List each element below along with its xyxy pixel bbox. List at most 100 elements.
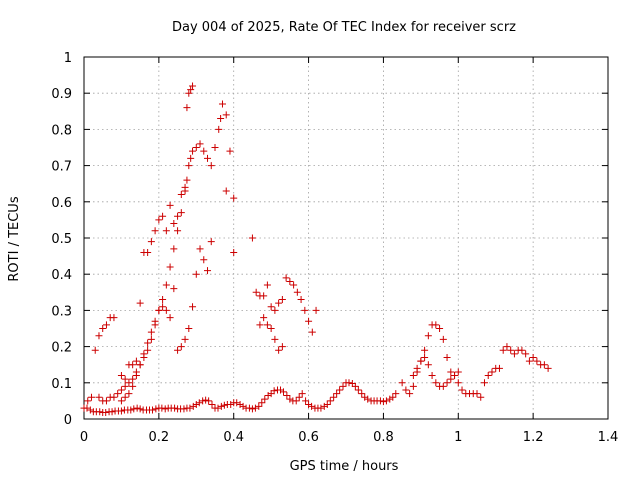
data-point <box>447 368 455 376</box>
data-point <box>95 393 103 401</box>
data-point <box>183 176 191 184</box>
data-point <box>305 401 313 409</box>
data-point <box>298 390 306 398</box>
data-point <box>392 390 400 398</box>
data-point <box>283 391 291 399</box>
data-point <box>189 303 197 311</box>
data-point <box>473 390 481 398</box>
data-point <box>125 379 133 387</box>
series-group <box>91 82 197 383</box>
data-point <box>147 335 155 343</box>
data-point <box>402 386 410 394</box>
data-point <box>421 346 429 354</box>
y-tick-label: 0 <box>64 413 72 428</box>
data-point <box>248 234 256 242</box>
data-point <box>248 405 256 413</box>
data-point <box>421 353 429 361</box>
data-point <box>533 357 541 365</box>
data-point <box>161 405 169 413</box>
data-points <box>80 82 552 416</box>
data-point <box>256 321 264 329</box>
data-point <box>439 382 447 390</box>
data-point <box>271 335 279 343</box>
data-point <box>185 325 193 332</box>
data-point <box>159 296 167 304</box>
data-point <box>102 408 110 416</box>
data-point <box>177 343 185 351</box>
data-point <box>495 364 503 372</box>
data-point <box>432 321 440 329</box>
y-tick-label: 0.4 <box>51 268 72 283</box>
data-point <box>181 335 189 343</box>
data-point <box>297 296 305 304</box>
data-point <box>174 227 182 235</box>
data-point <box>189 147 197 155</box>
x-tick-label: 1.4 <box>598 430 619 445</box>
data-point <box>208 401 216 409</box>
data-point <box>192 401 200 409</box>
data-point <box>202 396 210 404</box>
data-point <box>214 404 222 412</box>
data-point <box>295 393 303 401</box>
data-point <box>127 406 135 414</box>
data-point <box>129 375 137 383</box>
data-point <box>152 405 160 413</box>
y-axis-title: ROTI / TECUs <box>7 196 22 281</box>
data-point <box>151 317 159 325</box>
data-point <box>222 111 230 119</box>
data-point <box>174 346 182 354</box>
x-tick-label: 0.8 <box>373 430 394 445</box>
data-point <box>301 306 309 314</box>
data-point <box>108 408 116 416</box>
data-point <box>292 397 300 405</box>
data-point <box>117 386 125 394</box>
data-point <box>227 401 235 409</box>
data-point <box>507 346 515 354</box>
data-point <box>443 379 451 387</box>
data-point <box>155 216 163 224</box>
data-point <box>211 144 219 151</box>
x-tick-label: 0.4 <box>223 430 244 445</box>
data-point <box>443 353 451 361</box>
data-point <box>166 201 174 209</box>
data-point <box>417 357 425 365</box>
data-point <box>204 267 212 275</box>
series-group <box>80 379 400 416</box>
data-point <box>166 314 174 322</box>
data-point <box>503 343 511 351</box>
data-point <box>458 386 466 394</box>
data-point <box>358 390 366 398</box>
data-point <box>217 402 225 410</box>
data-point <box>522 350 530 358</box>
data-point <box>196 140 204 148</box>
y-tick-label: 0.6 <box>51 196 72 211</box>
data-point <box>151 227 159 235</box>
data-point <box>177 191 185 199</box>
data-point <box>121 375 129 383</box>
data-point <box>162 281 170 289</box>
data-point <box>170 285 178 293</box>
data-point <box>170 245 178 253</box>
y-tick-label: 0.3 <box>51 304 72 319</box>
data-point <box>99 325 107 332</box>
data-point <box>488 368 496 376</box>
data-point <box>166 263 174 271</box>
data-point <box>187 86 195 94</box>
data-point <box>278 343 286 351</box>
data-point <box>286 277 294 285</box>
data-point <box>336 386 344 394</box>
data-point <box>87 393 95 401</box>
x-tick-label: 1.2 <box>523 430 544 445</box>
data-point <box>230 248 238 256</box>
x-tick-label: 0.2 <box>149 430 170 445</box>
data-point <box>510 350 518 358</box>
data-point <box>245 404 253 412</box>
data-point <box>484 372 492 380</box>
data-point <box>432 379 440 387</box>
data-point <box>136 299 144 307</box>
data-point <box>140 350 148 358</box>
series-group <box>409 353 462 390</box>
grid-lines <box>84 57 608 419</box>
data-point <box>252 288 260 296</box>
data-point <box>155 306 163 314</box>
